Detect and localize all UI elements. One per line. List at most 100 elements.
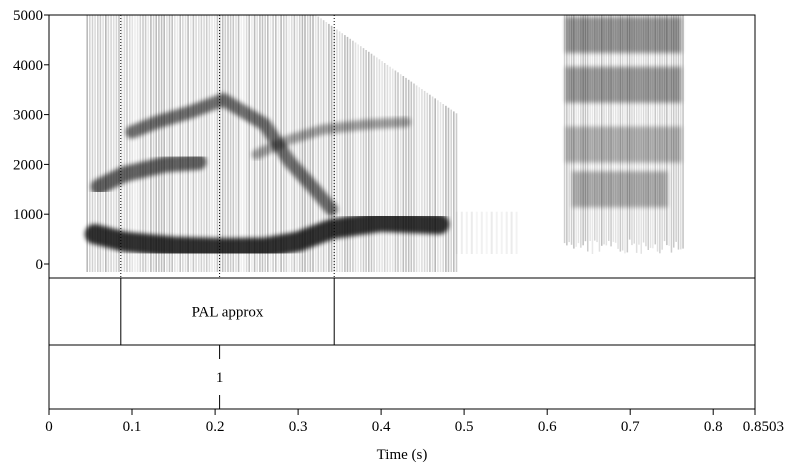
energy-striation bbox=[298, 15, 301, 272]
energy-striation bbox=[383, 63, 386, 272]
energy-striation bbox=[211, 15, 213, 272]
energy-striation bbox=[229, 15, 232, 272]
energy-striation bbox=[126, 15, 128, 272]
energy-striation bbox=[187, 15, 189, 272]
x-tick-label: 0 bbox=[45, 419, 53, 435]
energy-striation bbox=[306, 15, 309, 272]
energy-striation bbox=[376, 57, 378, 273]
energy-striation bbox=[176, 15, 179, 272]
energy-striation bbox=[97, 15, 99, 272]
energy-striation bbox=[368, 51, 370, 272]
x-tick-label: 0.3 bbox=[289, 419, 308, 435]
energy-striation bbox=[381, 61, 383, 272]
energy-striation bbox=[136, 15, 139, 272]
interval-label: PAL approx bbox=[192, 305, 264, 321]
energy-striation bbox=[325, 22, 328, 272]
energy-striation bbox=[237, 15, 240, 272]
energy-striation bbox=[128, 15, 131, 272]
energy-striation bbox=[184, 15, 187, 272]
energy-striation bbox=[354, 42, 357, 272]
y-tick-label: 0 bbox=[36, 257, 44, 273]
energy-striation bbox=[429, 94, 431, 272]
energy-striation bbox=[160, 15, 163, 272]
energy-striation bbox=[394, 70, 397, 272]
formant-track-f2b bbox=[125, 93, 338, 216]
energy-striation bbox=[192, 15, 195, 272]
energy-striation bbox=[155, 15, 157, 272]
energy-striation bbox=[174, 15, 176, 272]
energy-striation bbox=[253, 15, 256, 272]
energy-striation bbox=[150, 15, 152, 272]
energy-striation bbox=[362, 48, 365, 272]
energy-striation bbox=[431, 96, 434, 272]
energy-striation bbox=[407, 79, 410, 272]
energy-striation bbox=[112, 15, 115, 272]
energy-striation bbox=[418, 87, 421, 272]
energy-striation bbox=[480, 211, 483, 254]
x-tick-label: 0.5 bbox=[455, 419, 474, 435]
energy-striation bbox=[378, 59, 381, 272]
energy-striation bbox=[163, 15, 165, 272]
energy-striation bbox=[205, 15, 208, 272]
y-tick-label: 3000 bbox=[13, 108, 43, 124]
energy-striation bbox=[256, 15, 258, 272]
energy-striation bbox=[465, 211, 468, 254]
energy-striation bbox=[413, 83, 415, 272]
energy-striation bbox=[198, 15, 200, 272]
energy-striation bbox=[500, 211, 503, 254]
y-axis: 0 1000 2000 3000 4000 5000 bbox=[13, 8, 49, 273]
energy-striation bbox=[243, 15, 245, 272]
energy-striation bbox=[437, 100, 439, 272]
energy-striation bbox=[219, 15, 221, 272]
energy-striation bbox=[447, 107, 450, 272]
energy-striation bbox=[296, 15, 298, 272]
annotation-tiers: PAL approx 1 bbox=[120, 278, 335, 409]
formant-track-f2 bbox=[90, 153, 207, 195]
energy-striation bbox=[139, 15, 142, 272]
energy-striation bbox=[405, 77, 407, 273]
energy-striation bbox=[99, 15, 102, 272]
energy-striation bbox=[439, 102, 442, 272]
energy-striation bbox=[320, 18, 322, 272]
energy-striation bbox=[213, 15, 216, 272]
energy-striation bbox=[341, 33, 343, 273]
energy-striation bbox=[399, 74, 402, 272]
energy-striation bbox=[120, 15, 123, 272]
energy-striation bbox=[333, 27, 336, 272]
energy-striation bbox=[397, 72, 399, 272]
x-axis-label: Time (s) bbox=[377, 447, 428, 463]
energy-striation bbox=[301, 15, 304, 272]
energy-striation bbox=[309, 15, 312, 272]
energy-striation bbox=[142, 15, 144, 272]
energy-striation bbox=[336, 29, 338, 272]
energy-striation bbox=[158, 15, 160, 272]
energy-striation bbox=[89, 15, 91, 272]
energy-striation bbox=[251, 15, 253, 272]
energy-striation bbox=[203, 15, 205, 272]
energy-striation bbox=[386, 64, 389, 273]
energy-striation bbox=[123, 15, 126, 272]
energy-striation bbox=[515, 211, 518, 254]
energy-striation bbox=[682, 15, 684, 249]
energy-striation bbox=[373, 55, 375, 272]
x-tick-label: 0.2 bbox=[206, 419, 225, 435]
energy-striation bbox=[304, 15, 306, 272]
formant-track-f1 bbox=[84, 211, 450, 259]
x-tick-label: 0.7 bbox=[621, 419, 640, 435]
spectrogram-energy bbox=[84, 15, 684, 273]
energy-striation bbox=[349, 38, 351, 272]
energy-striation bbox=[490, 211, 493, 254]
energy-striation bbox=[267, 15, 269, 272]
y-tick-label: 2000 bbox=[13, 157, 43, 173]
energy-striation bbox=[357, 44, 359, 273]
energy-striation bbox=[434, 98, 436, 273]
energy-striation bbox=[227, 15, 229, 272]
energy-striation bbox=[232, 15, 235, 272]
formant-track-f3 bbox=[251, 117, 411, 160]
x-tick-label: 0.4 bbox=[372, 419, 391, 435]
energy-striation bbox=[510, 211, 513, 254]
energy-striation bbox=[248, 15, 250, 272]
fricative-band bbox=[565, 66, 682, 103]
energy-striation bbox=[346, 36, 349, 273]
energy-striation bbox=[264, 15, 266, 272]
